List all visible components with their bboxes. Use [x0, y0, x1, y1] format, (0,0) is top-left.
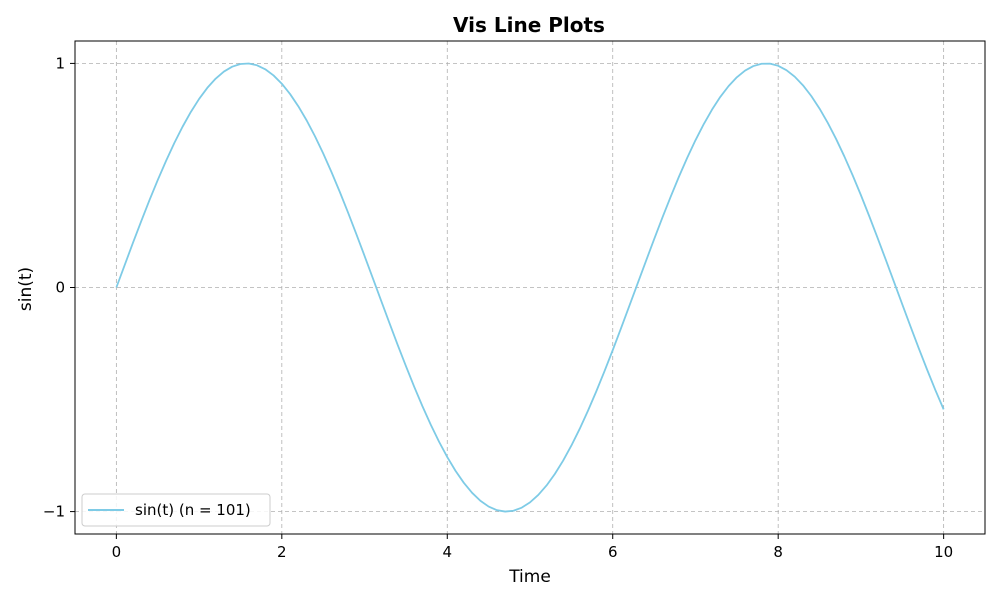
x-tick-label: 10: [934, 543, 953, 561]
series-layer: [115, 62, 945, 513]
grid-lines: [75, 41, 985, 534]
legend-label: sin(t) (n = 101): [135, 501, 251, 519]
legend: sin(t) (n = 101): [81, 493, 271, 527]
x-tick-label: 4: [442, 543, 452, 561]
legend-box: [81, 493, 271, 527]
x-tick-label: 2: [277, 543, 287, 561]
series-line-sin: [115, 62, 945, 513]
y-tick-label: −1: [43, 503, 65, 521]
y-tick-label: 0: [55, 279, 65, 297]
x-axis-label: Time: [508, 567, 551, 587]
y-axis-label: sin(t): [16, 267, 36, 311]
x-tick-label: 6: [608, 543, 618, 561]
chart-title: Vis Line Plots: [453, 13, 605, 37]
x-tick-label: 0: [112, 543, 122, 561]
axis-ticks: 0 2 4 6 8 10 −1 0 1: [43, 54, 953, 561]
y-tick-label: 1: [55, 54, 65, 72]
x-tick-label: 8: [773, 543, 783, 561]
